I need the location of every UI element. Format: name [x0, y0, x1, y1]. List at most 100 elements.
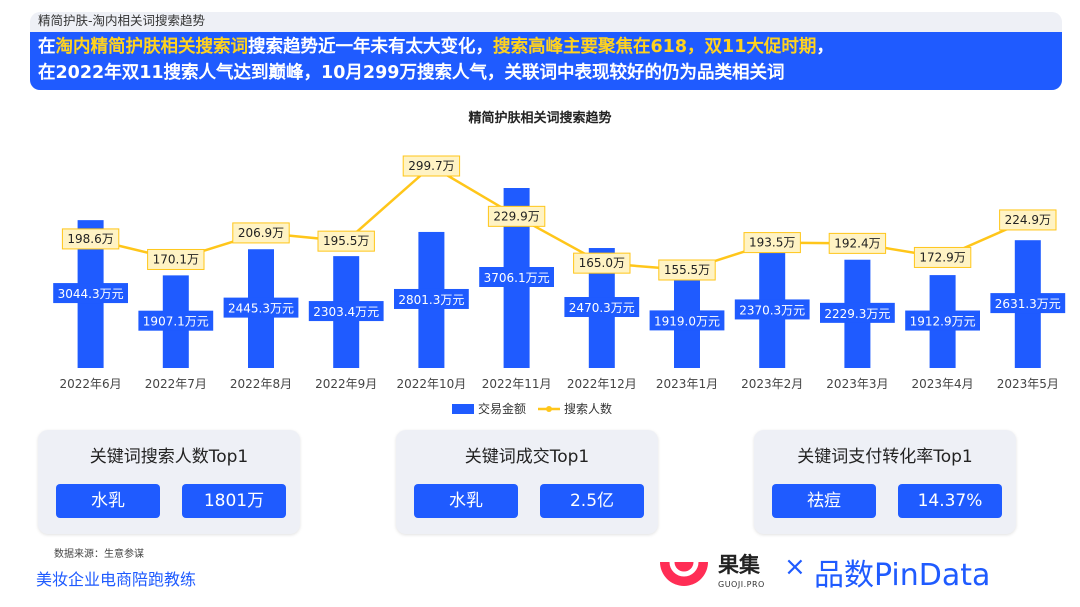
guoji-logo-icon [660, 561, 708, 586]
legend-line-marker [546, 406, 552, 412]
card-value: 1801万 [182, 484, 286, 518]
card-keyword: 水乳 [414, 484, 518, 518]
bar-label-bg [649, 310, 725, 331]
bar-data-label: 2229.3万元 [824, 307, 890, 321]
summary-text: 搜索趋势近一年未有太大变化， [248, 37, 493, 57]
bar-data-label: 2801.3万元 [398, 293, 464, 307]
x-tick-label: 2022年6月 [60, 377, 122, 391]
bar-data-label: 2445.3万元 [228, 302, 294, 316]
card-title: 关键词支付转化率Top1 [797, 447, 973, 467]
bar-label-bg [905, 310, 980, 331]
bar-label-bg [820, 302, 895, 323]
x-tick-label: 2022年11月 [482, 377, 552, 391]
line-label-bg [402, 155, 461, 177]
card-value: 2.5亿 [540, 484, 644, 518]
line-data-label: 192.4万 [834, 236, 880, 250]
x-tick-label: 2022年10月 [396, 377, 466, 391]
trend-chart: 精简护肤相关词搜索趋势 3044.3万元 1907.1万元 2445.3万元 2303… [53, 110, 1066, 416]
bar-data-label: 2303.4万元 [313, 305, 379, 319]
card-deal-top1: 关键词成交Top1 水乳 2.5亿 [396, 430, 658, 534]
line-data-label: 229.9万 [493, 209, 539, 223]
line-label-bg [573, 252, 631, 274]
coach-tagline: 美妆企业电商陪跑教练 [36, 570, 197, 589]
summary-highlight: 搜索高峰主要聚焦在618，双11大促时期 [493, 37, 817, 57]
legend-label: 交易金额 [478, 401, 526, 416]
card-keyword: 水乳 [56, 484, 160, 518]
line-label-bg [232, 222, 290, 244]
line-label-bg [828, 232, 887, 254]
bar-data-label: 3044.3万元 [58, 287, 124, 301]
line-label-bg [147, 248, 205, 270]
line-data-label: 198.6万 [67, 232, 113, 246]
line-label-bg [999, 209, 1057, 231]
x-tick-label: 2023年2月 [741, 377, 803, 391]
line-data-label: 155.5万 [664, 263, 710, 277]
line-data-label: 170.1万 [153, 252, 199, 266]
line-series: 198.6万 170.1万 206.9万 195.5万 299.7万 229.9万 165.… [61, 155, 1057, 281]
legend-bar-swatch [452, 404, 474, 414]
card-search-top1: 关键词搜索人数Top1 水乳 1801万 [38, 430, 300, 534]
x-tick-label: 2022年12月 [567, 377, 637, 391]
line-label-bg [487, 205, 546, 227]
bar-label-bg [564, 297, 640, 318]
header-panel: 精简护肤-淘内相关词搜索趋势 在淘内精简护肤相关搜索词搜索趋势近一年未有太大变化… [30, 12, 1062, 90]
line-data-label: 165.0万 [579, 256, 625, 270]
line-data-label: 195.5万 [323, 234, 369, 248]
line-data-label: 193.5万 [749, 236, 795, 250]
bar-data-label: 1912.9万元 [910, 315, 976, 329]
line-data-label: 206.9万 [238, 226, 284, 240]
bar-data-label: 1907.1万元 [143, 315, 209, 329]
bar-label-bg [223, 297, 299, 318]
bar-data-label: 1919.0万元 [654, 314, 720, 328]
bar-label-bg [394, 288, 469, 309]
x-axis-labels: 2022年6月 2022年7月 2022年8月 2022年9月 2022年10月 2022… [60, 377, 1059, 391]
bar-label-bg [308, 301, 384, 322]
bar-data-label: 2631.3万元 [995, 297, 1061, 311]
chart-title: 精简护肤相关词搜索趋势 [468, 110, 611, 126]
section-label: 精简护肤-淘内相关词搜索趋势 [38, 13, 206, 28]
x-tick-label: 2022年7月 [145, 377, 207, 391]
search-line [90, 164, 1029, 272]
summary-line-2: 在2022年双11搜索人气达到巅峰，10月299万搜索人气，关联词中表现较好的仍… [38, 63, 785, 83]
guoji-logo-url: GUOJI.PRO [718, 580, 765, 589]
legend-label: 搜索人数 [564, 401, 612, 416]
line-data-label: 224.9万 [1005, 213, 1051, 227]
summary-text: ， [816, 37, 834, 57]
footer-logos: 果集 GUOJI.PRO × 品数PinData [654, 548, 1074, 598]
line-data-label: 172.9万 [919, 250, 965, 264]
bar-label-bg [138, 310, 214, 331]
bar-data-label: 2470.3万元 [569, 301, 635, 315]
partner-cross: × [784, 552, 806, 582]
card-keyword: 祛痘 [772, 484, 876, 518]
bar-label-bg [734, 299, 810, 320]
x-tick-label: 2023年1月 [656, 377, 718, 391]
line-label-bg [743, 232, 801, 254]
x-tick-label: 2023年3月 [826, 377, 888, 391]
line-label-bg [658, 259, 716, 281]
summary-text: 在 [38, 37, 56, 57]
card-title: 关键词搜索人数Top1 [89, 447, 249, 467]
line-label-bg [913, 246, 972, 268]
guoji-logo-text: 果集 [718, 553, 760, 577]
card-conversion-top1: 关键词支付转化率Top1 祛痘 14.37% [754, 430, 1016, 534]
bar-data-label: 3706.1万元 [484, 271, 550, 285]
line-data-label: 299.7万 [408, 159, 454, 173]
data-source: 数据来源：生意参谋 [54, 549, 144, 560]
line-label-bg [61, 228, 120, 250]
card-title: 关键词成交Top1 [464, 447, 590, 467]
pindata-logo: 品数PinData [814, 558, 991, 593]
summary-line-1: 在淘内精简护肤相关搜索词搜索趋势近一年未有太大变化，搜索高峰主要聚焦在618，双… [38, 35, 834, 59]
bar-data-label: 2370.3万元 [739, 303, 805, 317]
summary-highlight: 淘内精简护肤相关搜索词 [55, 37, 249, 57]
card-value: 14.37% [898, 484, 1002, 518]
bar-label-bg [53, 283, 129, 304]
x-tick-label: 2023年5月 [997, 377, 1059, 391]
bar-series: 3044.3万元 1907.1万元 2445.3万元 2303.4万元 2801.3万元… [53, 188, 1066, 368]
summary-banner: 在淘内精简护肤相关搜索词搜索趋势近一年未有太大变化，搜索高峰主要聚焦在618，双… [30, 32, 1062, 90]
line-label-bg [317, 230, 375, 252]
chart-legend: 交易金额 搜索人数 [452, 401, 612, 416]
bar-label-bg [479, 267, 554, 287]
x-tick-label: 2022年9月 [315, 377, 377, 391]
x-tick-label: 2023年4月 [912, 377, 974, 391]
bar-label-bg [990, 293, 1066, 314]
